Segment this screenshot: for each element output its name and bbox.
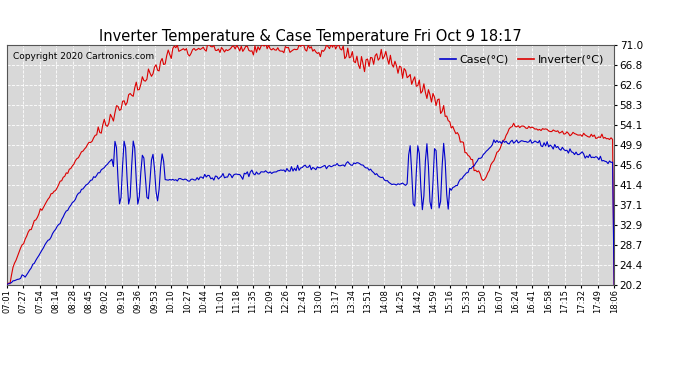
- Text: Copyright 2020 Cartronics.com: Copyright 2020 Cartronics.com: [13, 52, 154, 61]
- Legend: Case(°C), Inverter(°C): Case(°C), Inverter(°C): [435, 51, 609, 69]
- Title: Inverter Temperature & Case Temperature Fri Oct 9 18:17: Inverter Temperature & Case Temperature …: [99, 29, 522, 44]
